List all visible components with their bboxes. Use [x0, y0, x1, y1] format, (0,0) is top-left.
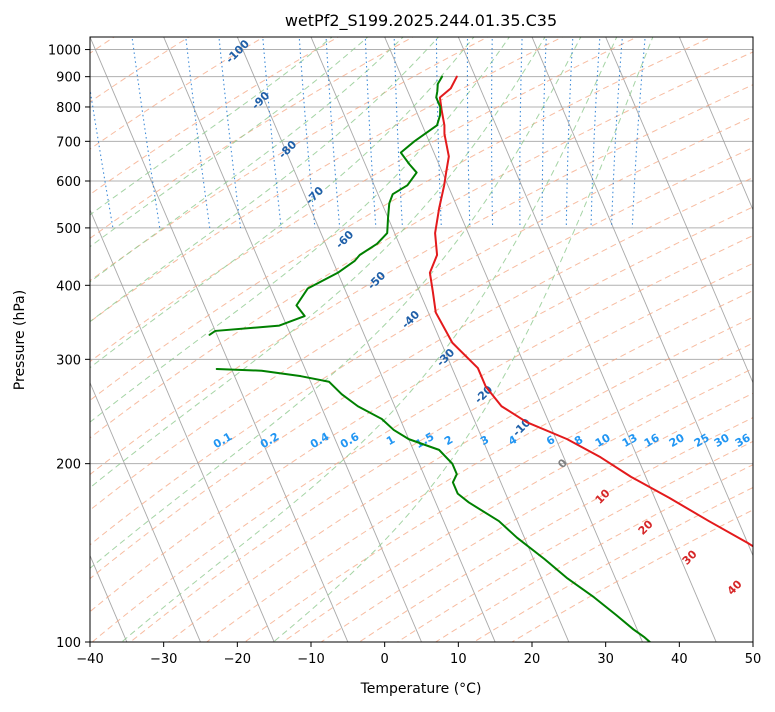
x-tick-label: 10	[450, 652, 467, 667]
y-tick-label: 900	[56, 71, 81, 86]
moist-adiabat-line	[90, 37, 404, 283]
x-tick-label: 0	[381, 652, 389, 667]
dry-adiabat-line	[472, 486, 753, 642]
y-tick-label: 1000	[48, 44, 81, 59]
isotherm-line	[90, 208, 275, 642]
y-tick-label: 100	[56, 636, 81, 651]
mixing-ratio-line	[519, 37, 523, 228]
y-tick-label: 200	[56, 458, 81, 473]
x-tick-label: −10	[297, 652, 324, 667]
moist-adiabat-line	[121, 37, 618, 642]
mixing-ratio-line	[541, 37, 547, 228]
x-tick-label: 50	[745, 652, 762, 667]
dry-adiabat-line	[167, 290, 753, 642]
mixing-ratio-line	[590, 37, 601, 228]
dry-adiabat-line	[90, 206, 753, 613]
y-tick-label: 800	[56, 101, 81, 116]
y-tick-label: 400	[56, 279, 81, 294]
temperature-line	[428, 75, 753, 548]
dry-adiabat-line	[90, 51, 753, 439]
dry-adiabat-line	[91, 234, 753, 642]
mixing-ratio-line	[262, 37, 282, 228]
isotherm-line	[605, 37, 753, 384]
plot-frame	[89, 36, 754, 643]
moist-adiabat-line	[273, 37, 654, 642]
x-tick-label: 40	[671, 652, 688, 667]
x-tick-label: −40	[76, 652, 103, 667]
mixing-ratio-line	[298, 37, 316, 228]
axes: −40 −30 −20 −10 0 10 20 30 40 50 100 200 300 400 500 60…	[48, 44, 761, 667]
dry-adiabat-line	[90, 115, 753, 511]
isotherm-line	[678, 37, 753, 212]
dewpoint_upper-line	[215, 367, 651, 642]
isotherm-line	[90, 37, 349, 642]
moist-adiabat-line	[90, 37, 510, 423]
sounding-lines	[208, 75, 753, 642]
moist-adiabat-line	[90, 37, 333, 216]
y-axis-label: Pressure (hPa)	[12, 290, 28, 390]
dry-adiabat-line	[511, 509, 753, 642]
isotherm-line	[90, 381, 201, 642]
moist-adiabat-line	[90, 37, 475, 369]
mixing-ratio-line	[325, 37, 341, 228]
x-tick-label: −20	[224, 652, 251, 667]
dry-adiabat-line	[90, 37, 489, 282]
x-tick-label: 20	[524, 652, 541, 667]
dry-adiabat-line	[205, 316, 753, 642]
mixing-ratio-line	[466, 37, 471, 228]
mixing-ratio-line	[364, 37, 377, 228]
isotherm-line	[531, 37, 753, 557]
x-tick-label: −30	[150, 652, 177, 667]
isotherm-line	[236, 37, 496, 642]
background-lines	[90, 37, 753, 642]
chart-title: wetPf2_S199.2025.244.01.35.C35	[285, 11, 557, 31]
dry-adiabat-line	[90, 37, 564, 323]
y-tick-label: 700	[56, 135, 81, 150]
moist-adiabat-line	[90, 37, 369, 248]
x-axis-label: Temperature (°C)	[360, 681, 482, 697]
mixing-ratio-line	[631, 37, 646, 228]
moist-adiabat-line	[90, 37, 440, 323]
mixing-ratio-line	[393, 37, 404, 228]
dry-adiabat-line	[90, 84, 753, 476]
y-tick-label: 300	[56, 353, 81, 368]
mixing-ratio-line	[565, 37, 574, 228]
mixing-ratio-line	[131, 37, 161, 228]
mixing-ratio-line	[435, 37, 442, 228]
isotherm-line	[384, 37, 643, 642]
dewpoint-line	[208, 75, 444, 336]
dry-adiabat-line	[90, 177, 753, 580]
x-tick-label: 30	[597, 652, 614, 667]
dry-adiabat-line	[90, 37, 265, 150]
isotherm-line	[163, 37, 422, 642]
dry-adiabat-line	[129, 262, 753, 642]
isotherm-line	[310, 37, 570, 642]
dry-adiabat-line	[90, 146, 753, 546]
y-tick-label: 600	[56, 175, 81, 190]
dry-adiabat-line	[90, 37, 713, 401]
mixing-ratio-line	[491, 37, 494, 228]
dry-adiabat-line	[244, 342, 753, 642]
y-tick-label: 500	[56, 222, 81, 237]
plot-area: -100-90-80-70-60-50-40-30-20-100.1 0.2 0.4…	[90, 37, 753, 642]
mixing-ratio-line	[610, 37, 623, 228]
dry-adiabat-line	[90, 37, 639, 363]
mixing-ratio-line	[185, 37, 211, 228]
mixing-ratio-line	[218, 37, 242, 228]
